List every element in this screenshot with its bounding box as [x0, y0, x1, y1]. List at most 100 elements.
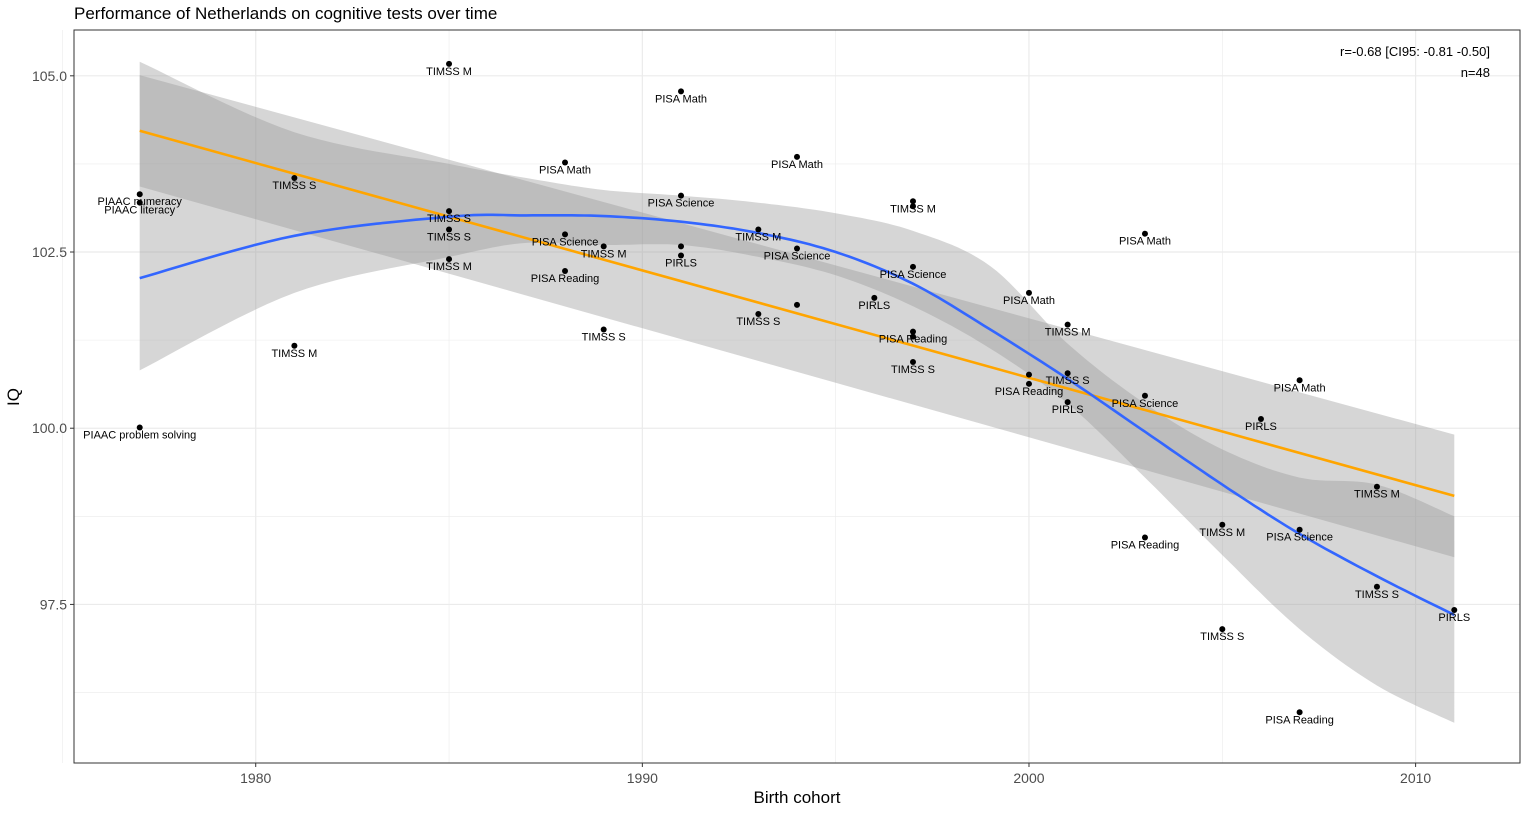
linear-fit-line [139, 129, 1455, 498]
data-point-label: TIMSS S [1200, 631, 1244, 643]
data-point [1451, 607, 1458, 614]
data-point-label: PIRLS [858, 300, 890, 312]
major-gridlines [74, 30, 1520, 763]
data-points [136, 60, 1458, 716]
data-point [794, 153, 800, 160]
data-point-label: PISA Science [648, 198, 715, 210]
data-point [1064, 370, 1071, 377]
data-point-label: TIMSS M [1354, 489, 1400, 501]
x-tick-label: 1980 [240, 770, 271, 786]
data-point [1141, 534, 1148, 541]
data-point [446, 226, 453, 233]
data-point [562, 231, 569, 238]
data-point-label: PISA Science [532, 236, 599, 248]
data-point [1296, 377, 1303, 384]
data-point [909, 358, 916, 365]
data-point [909, 203, 916, 210]
data-point-label: PISA Science [880, 269, 947, 281]
data-point [562, 268, 569, 275]
data-point-label: PIAAC problem solving [83, 430, 196, 442]
data-point-label: PIRLS [1438, 612, 1470, 624]
data-point-label: PISA Science [764, 250, 831, 262]
data-point [909, 198, 916, 205]
data-point-label: PISA Math [539, 165, 591, 177]
data-point-label: PISA Math [1119, 236, 1171, 248]
y-tick-label: 100.0 [32, 420, 67, 436]
data-point-label: PIRLS [665, 258, 697, 270]
data-point [755, 226, 762, 233]
data-point-label: TIMSS S [427, 213, 471, 225]
y-tick-label: 102.5 [32, 244, 67, 260]
x-axis-title: Birth cohort [754, 788, 841, 807]
data-point-label: PISA Reading [1111, 539, 1180, 551]
data-point-label: TIMSS M [890, 203, 936, 215]
data-point-label: TIMSS M [1045, 327, 1091, 339]
data-point [909, 328, 916, 335]
data-point [678, 243, 685, 250]
data-point-label: PISA Math [655, 93, 707, 105]
data-point [678, 192, 685, 199]
data-point [446, 208, 453, 215]
data-point-label: PIRLS [1052, 404, 1084, 416]
data-point-label: PISA Reading [1265, 714, 1334, 726]
data-point-label: TIMSS S [272, 180, 316, 192]
sample-size-text: n=48 [1461, 65, 1490, 80]
data-point [1373, 583, 1380, 590]
data-point-label: PIAAC literacy [104, 205, 175, 217]
data-point [1064, 321, 1071, 328]
data-point [678, 88, 685, 95]
data-point-label: TIMSS M [581, 248, 627, 260]
data-point-label: TIMSS M [426, 261, 472, 273]
correlation-text: r=-0.68 [CI95: -0.81 -0.50] [1340, 44, 1490, 59]
smooth-fit-line [139, 213, 1455, 617]
data-point-label: TIMSS S [891, 364, 935, 376]
data-point [755, 311, 762, 318]
y-axis-title: IQ [4, 388, 23, 406]
linear-fit-confidence-band [139, 75, 1455, 558]
x-axis: 1980 1990 2000 2010 [240, 763, 1431, 786]
data-point [446, 60, 453, 67]
data-point [1025, 380, 1032, 387]
confidence-bands [139, 61, 1455, 723]
data-point-label: TIMSS M [271, 348, 317, 360]
data-point [446, 256, 453, 263]
y-tick-label: 97.5 [40, 596, 67, 612]
data-point [909, 263, 916, 270]
data-point-label: PISA Reading [879, 334, 948, 346]
data-point [1025, 289, 1032, 296]
data-point [291, 342, 298, 349]
data-point [1373, 483, 1380, 490]
data-point [562, 159, 569, 166]
data-point-label: TIMSS S [1046, 375, 1090, 387]
data-point [1141, 230, 1148, 237]
data-point-label: PIAAC numeracy [98, 196, 183, 208]
y-tick-label: 105.0 [32, 68, 67, 84]
data-point-label: TIMSS S [582, 332, 626, 344]
minor-gridlines [62, 30, 1520, 763]
data-point-label: PIRLS [1245, 421, 1277, 433]
data-point-label: TIMSS M [735, 231, 781, 243]
x-tick-label: 2000 [1013, 770, 1044, 786]
chart-title: Performance of Netherlands on cognitive … [74, 4, 497, 23]
x-tick-label: 1990 [627, 770, 658, 786]
data-point-label: TIMSS M [1199, 527, 1245, 539]
data-point [600, 326, 607, 333]
data-point-label: PISA Science [1112, 398, 1179, 410]
panel-border [73, 29, 1521, 764]
data-point [600, 243, 607, 250]
x-tick-label: 2010 [1400, 770, 1431, 786]
data-point [678, 252, 685, 259]
data-point [794, 301, 800, 308]
data-point [1296, 709, 1303, 716]
data-point [1219, 626, 1226, 633]
fit-lines [139, 129, 1455, 617]
data-point-label: PISA Math [1274, 382, 1326, 394]
y-axis: 97.5 100.0 102.5 105.0 [32, 68, 74, 612]
data-point [871, 294, 878, 301]
data-point-label: TIMSS S [1355, 589, 1399, 601]
data-point [794, 245, 800, 252]
data-point [136, 424, 143, 431]
